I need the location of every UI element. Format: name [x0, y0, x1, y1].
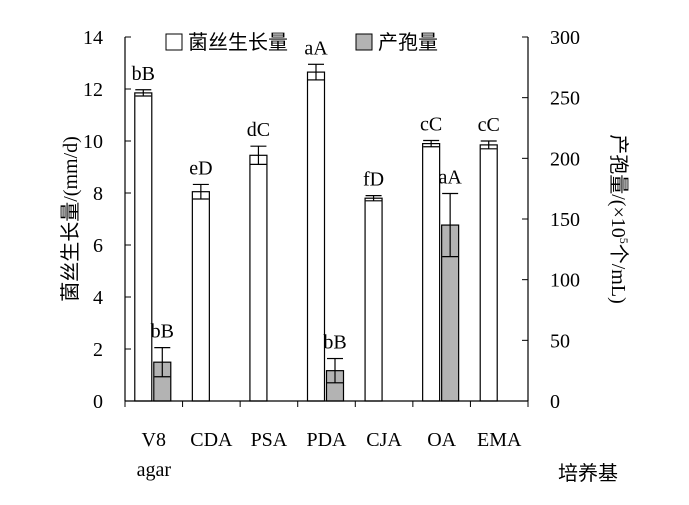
x-tick-label: PSA: [251, 429, 288, 451]
significance-label: fD: [363, 169, 384, 191]
left-y-tick-label: 8: [93, 183, 103, 205]
mycelium-bar: [306, 71, 326, 402]
left-y-tick-label: 2: [93, 339, 103, 361]
significance-label: cC: [420, 113, 442, 135]
left-y-tick-label: 4: [93, 287, 103, 309]
left-y-tick-label: 12: [83, 79, 103, 101]
right-y-tick-label: 300: [550, 27, 580, 49]
left-y-tick-label: 0: [93, 391, 103, 413]
left-y-tick-label: 14: [83, 27, 103, 49]
chart-axes: 0 2 4 6 8 10 12 14 0 50 100 150 200 250 300 V8 agar CDA PS…: [83, 27, 580, 481]
right-y-tick-label: 50: [550, 330, 570, 352]
right-y-tick-label: 0: [550, 391, 560, 413]
significance-label: bB: [151, 321, 174, 343]
significance-label: bB: [132, 63, 155, 85]
significance-label: aA: [304, 37, 328, 59]
significance-label: aA: [438, 167, 462, 189]
mycelium-bar: [364, 197, 383, 402]
x-tick-label: V8: [142, 429, 166, 451]
significance-label: eD: [189, 157, 212, 179]
legend-swatch-spore: [355, 33, 373, 51]
mycelium-bar: [479, 144, 498, 402]
x-tick-label: PDA: [306, 429, 347, 451]
mycelium-bar: [134, 92, 153, 402]
right-y-axis-label-tail: 个/mL): [607, 244, 630, 304]
significance-label: cC: [478, 114, 500, 136]
right-y-axis-label: 产孢量/(×105个/mL): [607, 134, 631, 304]
x-axis-label: 培养基: [558, 462, 618, 485]
left-y-tick-label: 10: [83, 131, 103, 153]
right-y-axis-label-main: 产孢量/(×10: [607, 134, 630, 238]
significance-label: dC: [247, 119, 270, 141]
legend: 菌丝生长量 产孢量: [165, 31, 438, 54]
significance-label: bB: [323, 332, 346, 354]
legend-label-mycelium: 菌丝生长量: [188, 31, 288, 54]
x-tick-label: CJA: [366, 429, 402, 451]
x-tick-label: OA: [427, 429, 456, 451]
mycelium-bar: [191, 191, 210, 402]
right-y-tick-label: 250: [550, 88, 580, 110]
right-y-tick-label: 100: [550, 270, 580, 292]
chart-marks: bB eD dC aA fD cC cC bB bB aA: [132, 37, 500, 402]
legend-label-spore: 产孢量: [378, 31, 438, 54]
right-y-tick-label: 150: [550, 209, 580, 231]
left-y-axis-label: 菌丝生长量/(mm/d): [59, 136, 82, 302]
x-tick-label: agar: [137, 459, 172, 481]
x-tick-label: EMA: [477, 429, 522, 451]
mycelium-bar: [422, 143, 441, 402]
x-tick-label: CDA: [190, 429, 233, 451]
right-y-axis-label-superscript: 5: [617, 238, 631, 244]
left-y-tick-label: 6: [93, 235, 103, 257]
mycelium-bar: [249, 154, 268, 402]
right-y-tick-label: 200: [550, 148, 580, 170]
legend-swatch-mycelium: [165, 33, 183, 51]
